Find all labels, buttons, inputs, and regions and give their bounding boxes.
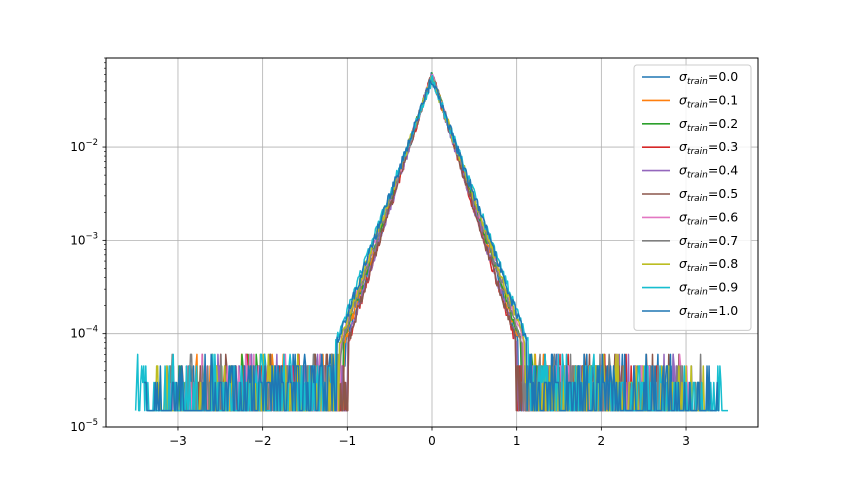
legend-label: σtrain=0.4	[679, 163, 738, 181]
x-tick-label: −3	[169, 434, 187, 448]
legend-label: σtrain=0.7	[679, 233, 738, 251]
legend-label: σtrain=0.0	[679, 69, 738, 87]
y-tick-label: 10−3	[70, 231, 98, 247]
y-tick-label: 10−4	[70, 325, 98, 341]
legend: σtrain=0.0 σtrain=0.1 σtrain=0.2 σtrain=0.3…	[633, 64, 752, 331]
series-line	[144, 79, 720, 412]
x-tick-label: 0	[428, 434, 436, 448]
series-group	[134, 71, 729, 412]
legend-label: σtrain=0.5	[679, 186, 738, 204]
x-tick-label: −1	[338, 434, 356, 448]
x-tick-label: 3	[682, 434, 690, 448]
y-tick-label: 10−2	[70, 138, 98, 154]
legend-label: σtrain=0.6	[679, 209, 738, 227]
legend-label: σtrain=0.9	[679, 280, 738, 298]
legend-label: σtrain=0.1	[679, 92, 738, 110]
legend-label: σtrain=0.2	[679, 116, 738, 134]
y-axis: 10−5 10−4 10−3 10−2	[70, 57, 106, 434]
x-axis: −3 −2 −1 0 1 2 3	[169, 427, 690, 448]
x-tick-label: 2	[598, 434, 606, 448]
x-tick-label: −2	[254, 434, 272, 448]
x-tick-label: 1	[513, 434, 521, 448]
y-tick-label: 10−5	[70, 418, 98, 434]
legend-label: σtrain=0.8	[679, 256, 738, 274]
legend-label: σtrain=0.3	[679, 139, 738, 157]
legend-label: σtrain=1.0	[679, 303, 738, 321]
